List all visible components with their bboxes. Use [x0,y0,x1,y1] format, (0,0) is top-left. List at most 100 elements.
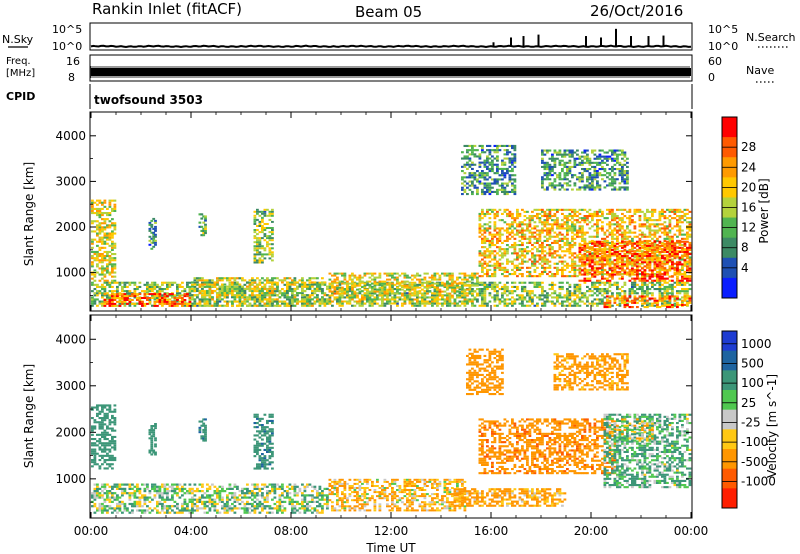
heatmap-cell [498,229,502,232]
heatmap-cell [681,229,684,232]
heatmap-cell [591,304,594,307]
heatmap-cell [126,290,129,293]
heatmap-cell [253,300,257,303]
heatmap-cell [651,223,654,226]
heatmap-cell [531,227,534,230]
heatmap-cell [168,304,172,307]
heatmap-cell [608,265,612,268]
heatmap-cell [186,295,189,298]
heatmap-cell [623,237,627,240]
heatmap-cell [113,267,117,270]
heatmap-cell [573,294,577,297]
heatmap-cell [493,264,497,267]
heatmap-cell [668,292,672,295]
heatmap-cell [483,302,487,305]
heatmap-cell [471,284,474,287]
heatmap-cell [576,215,579,218]
heatmap-cell [578,258,582,261]
heatmap-cell [291,304,294,307]
heatmap-cell [461,302,464,305]
heatmap-cell [366,296,369,299]
heatmap-cell [91,261,94,264]
heatmap-cell [501,262,504,265]
heatmap-cell [616,258,619,261]
heatmap-cell [621,263,624,266]
cpid-value: twofsound 3503 [94,93,203,107]
heatmap-cell [311,304,314,307]
heatmap-cell [101,218,104,221]
heatmap-cell [686,294,689,297]
heatmap-cell [638,259,642,262]
heatmap-cell [586,217,589,220]
heatmap-cell [488,254,492,257]
heatmap-cell [521,233,524,236]
heatmap-cell [621,246,624,249]
heatmap-cell [418,283,422,286]
heatmap-cell [336,298,339,301]
heatmap-cell [193,287,197,290]
heatmap-cell [556,294,559,297]
heatmap-cell [541,266,544,269]
heatmap-cell [378,272,382,275]
heatmap-cell [586,215,589,218]
heatmap-cell [101,203,104,206]
heatmap-cell [516,223,519,226]
heatmap-cell [348,300,352,303]
heatmap-cell [553,231,557,234]
heatmap-cell [511,212,514,215]
heatmap-cell [91,201,94,204]
heatmap-cell [641,241,644,244]
heatmap-cell [513,237,517,240]
heatmap-cell [608,267,612,270]
heatmap-cell [561,281,564,284]
heatmap-cell [373,300,377,303]
heatmap-cell [113,265,117,268]
heatmap-cell [423,296,427,299]
heatmap-cell [348,285,352,288]
heatmap-cell [591,252,594,255]
heatmap-cell [228,290,232,293]
heatmap-cell [338,292,342,295]
heatmap-cell [598,257,602,260]
heatmap-cell [188,285,192,288]
heatmap-cell [486,248,489,251]
heatmap-cell [508,210,512,213]
heatmap-cell [486,264,489,267]
heatmap-cell [586,250,589,253]
heatmap-cell [601,227,604,230]
heatmap-cell [208,283,212,286]
heatmap-cell [566,229,569,232]
heatmap-cell [366,290,369,293]
heatmap-cell [241,300,244,303]
heatmap-cell [493,208,497,211]
heatmap-cell [418,296,422,299]
heatmap-cell [571,244,574,247]
heatmap-cell [191,283,194,286]
heatmap-cell [583,219,587,222]
heatmap-cell [203,304,207,307]
heatmap-cell [521,304,524,307]
heatmap-cell [481,270,484,273]
heatmap-cell [158,300,162,303]
heatmap-cell [493,233,497,236]
heatmap-cell [98,302,102,305]
heatmap-cell [201,292,204,295]
heatmap-cell [191,304,194,307]
heatmap-cell [676,241,679,244]
heatmap-cell [493,300,497,303]
heatmap-cell [616,239,619,242]
heatmap-cell [163,288,167,291]
heatmap-cell [246,296,249,299]
heatmap-cell [568,275,572,278]
heatmap-cell [246,298,249,301]
heatmap-cell [338,272,342,275]
heatmap-cell [233,287,237,290]
heatmap-cell [498,208,502,211]
heatmap-cell [488,292,492,295]
heatmap-cell [553,296,557,299]
heatmap-cell [381,304,384,307]
heatmap-cell [488,300,492,303]
heatmap-cell [631,283,634,286]
heatmap-cell [666,233,669,236]
heatmap-cell [573,283,577,286]
